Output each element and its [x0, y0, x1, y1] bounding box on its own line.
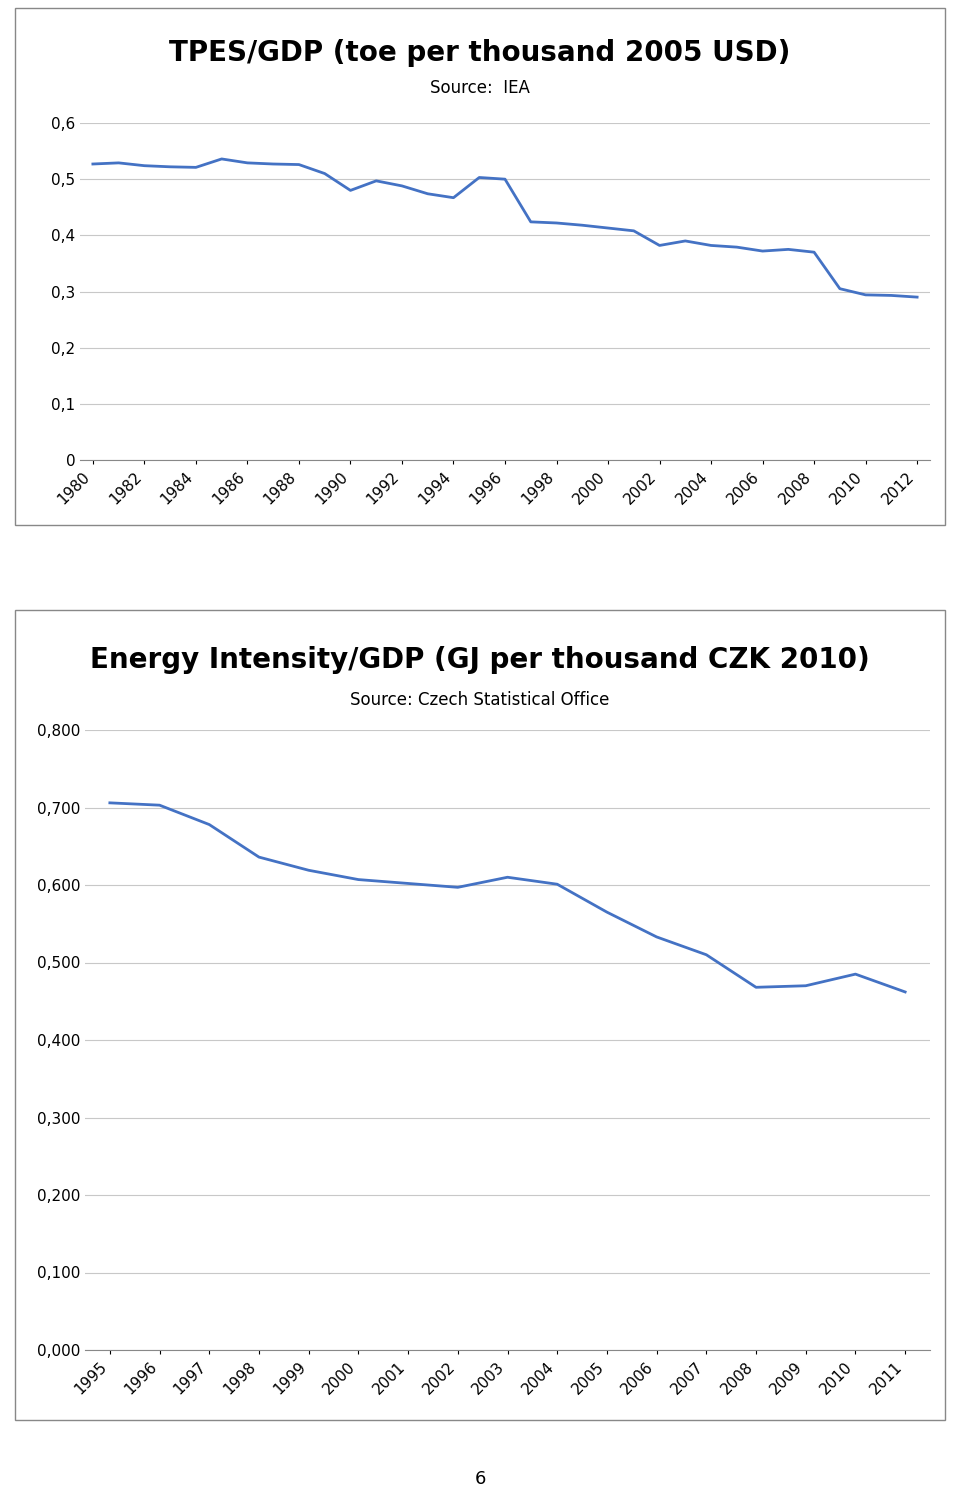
Text: TPES/GDP (toe per thousand 2005 USD): TPES/GDP (toe per thousand 2005 USD): [169, 39, 791, 66]
Text: Source:  IEA: Source: IEA: [430, 78, 530, 96]
Text: 6: 6: [474, 1470, 486, 1488]
Text: Energy Intensity/GDP (GJ per thousand CZK 2010): Energy Intensity/GDP (GJ per thousand CZ…: [90, 646, 870, 675]
Text: Source: Czech Statistical Office: Source: Czech Statistical Office: [350, 691, 610, 709]
